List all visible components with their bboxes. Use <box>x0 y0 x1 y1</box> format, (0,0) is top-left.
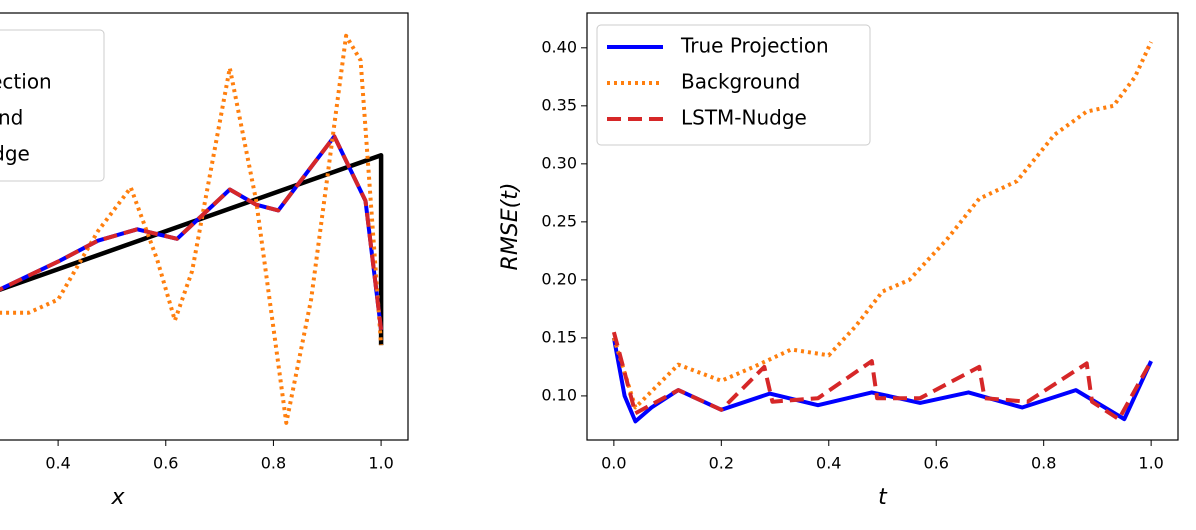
x-tick-label: 0.0 <box>601 454 626 473</box>
x-tick-label: 1.0 <box>1138 454 1163 473</box>
y-tick-label: 0.30 <box>541 153 577 172</box>
plot-area <box>0 33 384 425</box>
y-tick-label: 0.25 <box>541 211 577 230</box>
legend-label: LSTM-Nudge <box>681 106 807 130</box>
y-tick-label: 0.15 <box>541 327 577 346</box>
y-tick-label: 0.35 <box>541 95 577 114</box>
series-line <box>611 337 1153 424</box>
legend-box <box>0 29 105 182</box>
series-line <box>0 134 384 331</box>
axes-frame <box>586 12 1179 441</box>
series-line <box>611 331 1153 422</box>
x-tick-label: 0.4 <box>45 454 70 473</box>
x-tick-label: 0.6 <box>153 454 178 473</box>
legend-label: Background <box>681 70 800 94</box>
legend-label: True Projection <box>680 34 829 58</box>
x-tick-label: 0.4 <box>816 454 841 473</box>
series-line <box>0 33 384 425</box>
x-tick-label: 0.2 <box>709 454 734 473</box>
y-axis-label: RMSE(t) <box>498 183 523 271</box>
x-axis-label: t <box>878 485 888 510</box>
x-tick-label: 0.6 <box>924 454 949 473</box>
series-line <box>611 41 1153 410</box>
legend-label: True Projection <box>0 70 52 94</box>
y-tick-label: 0.40 <box>541 37 577 56</box>
plot-area <box>611 41 1153 424</box>
y-tick-label: 0.20 <box>541 269 577 288</box>
x-axis-label: x <box>110 485 125 510</box>
x-tick-label: 0.8 <box>261 454 286 473</box>
y-tick-label: 0.10 <box>541 385 577 404</box>
legend: True Projection Background LSTM-Nudge <box>596 24 871 146</box>
x-tick-label: 0.8 <box>1031 454 1056 473</box>
x-tick-label: 1.0 <box>368 454 393 473</box>
legend-box <box>596 24 871 146</box>
series-line <box>0 153 384 346</box>
legend: True Projection Background LSTM-Nudge <box>0 29 105 182</box>
legend-label: Background <box>0 106 23 130</box>
legend-label: LSTM-Nudge <box>0 142 30 166</box>
axes-frame <box>0 12 409 441</box>
